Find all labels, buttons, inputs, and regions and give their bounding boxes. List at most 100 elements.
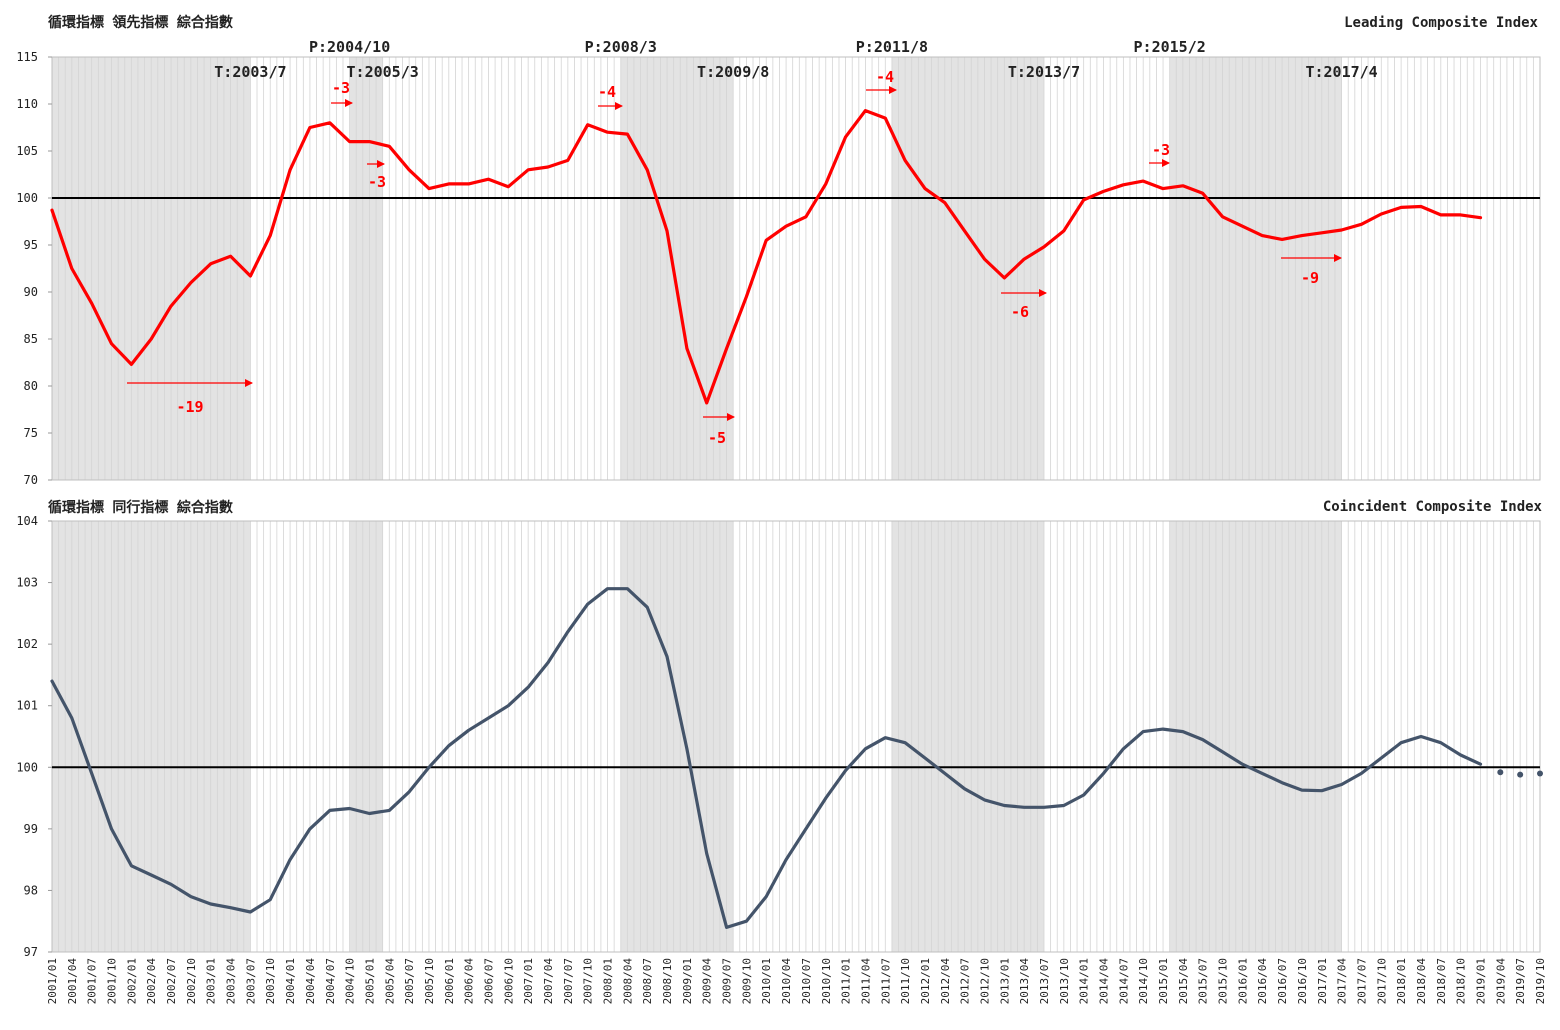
x-tick-label: 2019/01 <box>1474 958 1487 1004</box>
x-tick-label: 2015/01 <box>1157 958 1170 1004</box>
x-tick-label: 2007/04 <box>542 958 555 1005</box>
plot-border <box>51 520 1541 953</box>
y-tick-label: 70 <box>24 473 38 487</box>
x-tick-label: 2016/07 <box>1276 958 1289 1004</box>
y-tick-label: 105 <box>16 144 38 158</box>
x-tick-label: 2004/04 <box>304 958 317 1005</box>
x-tick-label: 2013/04 <box>1018 958 1031 1005</box>
x-tick-label: 2014/04 <box>1098 958 1111 1005</box>
recession-shade <box>891 57 1044 480</box>
x-tick-label: 2018/07 <box>1435 958 1448 1004</box>
y-tick-label: 97 <box>24 945 38 959</box>
x-tick-label: 2004/01 <box>284 958 297 1004</box>
x-tick-label: 2003/04 <box>225 958 238 1005</box>
x-tick-label: 2004/10 <box>344 958 357 1004</box>
x-tick-label: 2010/01 <box>760 958 773 1004</box>
lead-label: -5 <box>708 429 726 447</box>
turning-point-label: T:2017/4 <box>1305 63 1377 81</box>
series-line <box>50 109 1483 405</box>
x-tick-label: 2017/01 <box>1316 958 1329 1004</box>
lead-label: -6 <box>1011 303 1029 321</box>
x-tick-label: 2010/07 <box>800 958 813 1004</box>
lead-label: -3 <box>332 79 350 97</box>
y-tick-label: 99 <box>24 822 38 836</box>
turning-point-label: T:2013/7 <box>1008 63 1080 81</box>
x-tick-label: 2008/07 <box>641 958 654 1004</box>
x-tick-label: 2015/10 <box>1217 958 1230 1004</box>
y-tick-label: 102 <box>16 637 38 651</box>
x-tick-label: 2013/01 <box>998 958 1011 1004</box>
y-tick-label: 95 <box>24 238 38 252</box>
x-tick-label: 2010/04 <box>780 958 793 1005</box>
x-tick-label: 2006/10 <box>502 958 515 1004</box>
x-tick-label: 2002/10 <box>185 958 198 1004</box>
forecast-point <box>1537 770 1543 777</box>
recession-shade <box>620 57 734 480</box>
x-tick-label: 2014/10 <box>1137 958 1150 1004</box>
x-tick-label: 2006/07 <box>482 958 495 1004</box>
x-tick-label: 2011/10 <box>899 958 912 1004</box>
lead-label: -3 <box>1152 141 1170 159</box>
x-tick-label: 2009/07 <box>721 958 734 1004</box>
x-tick-label: 2014/07 <box>1117 958 1130 1004</box>
y-tick-label: 100 <box>16 760 38 774</box>
x-tick-label: 2019/04 <box>1494 958 1507 1005</box>
lead-label: -19 <box>176 398 203 416</box>
x-tick-label: 2018/04 <box>1415 958 1428 1005</box>
y-tick-label: 115 <box>16 50 38 64</box>
x-tick-label: 2007/10 <box>582 958 595 1004</box>
x-tick-label: 2017/10 <box>1375 958 1388 1004</box>
turning-point-label: P:2011/8 <box>856 38 928 56</box>
x-tick-label: 2001/04 <box>66 958 79 1005</box>
x-tick-label: 2005/10 <box>423 958 436 1004</box>
chart-title-en: Coincident Composite Index <box>1323 499 1543 515</box>
lead-label: -4 <box>598 83 616 101</box>
y-tick-label: 101 <box>16 699 38 713</box>
x-tick-label: 2015/07 <box>1197 958 1210 1004</box>
x-tick-label: 2011/01 <box>840 958 853 1004</box>
chart-title-en: Leading Composite Index <box>1344 15 1538 31</box>
series-line <box>50 587 1483 929</box>
y-tick-label: 80 <box>24 379 38 393</box>
x-tick-label: 2002/04 <box>145 958 158 1005</box>
x-tick-label: 2005/07 <box>403 958 416 1004</box>
x-tick-label: 2016/04 <box>1256 958 1269 1005</box>
x-tick-label: 2012/01 <box>919 958 932 1004</box>
lead-label: -3 <box>368 173 386 191</box>
x-tick-label: 2004/07 <box>324 958 337 1004</box>
x-tick-label: 2012/10 <box>978 958 991 1004</box>
x-tick-label: 2009/10 <box>740 958 753 1004</box>
x-tick-label: 2006/01 <box>443 958 456 1004</box>
x-tick-label: 2005/04 <box>383 958 396 1005</box>
x-tick-label: 2008/04 <box>621 958 634 1005</box>
x-tick-label: 2015/04 <box>1177 958 1190 1005</box>
x-tick-label: 2017/07 <box>1355 958 1368 1004</box>
x-tick-label: 2014/01 <box>1078 958 1091 1004</box>
x-tick-label: 2005/01 <box>363 958 376 1004</box>
turning-point-label: T:2003/7 <box>214 63 286 81</box>
x-tick-label: 2009/04 <box>701 958 714 1005</box>
x-tick-label: 2016/01 <box>1236 958 1249 1004</box>
x-tick-label: 2018/10 <box>1455 958 1468 1004</box>
chart-title: 循環指標 同行指標 綜合指數 <box>48 499 233 516</box>
forecast-point <box>1497 769 1504 776</box>
x-tick-label: 2002/07 <box>165 958 178 1004</box>
lead-label: -9 <box>1301 269 1319 287</box>
y-tick-label: 100 <box>16 191 38 205</box>
x-tick-label: 2019/10 <box>1534 958 1547 1004</box>
x-tick-label: 2002/01 <box>125 958 138 1004</box>
x-tick-label: 2012/07 <box>959 958 972 1004</box>
x-tick-label: 2003/07 <box>244 958 257 1004</box>
x-tick-label: 2011/04 <box>859 958 872 1005</box>
turning-point-label: T:2009/8 <box>697 63 769 81</box>
forecast-point <box>1517 771 1524 778</box>
x-tick-label: 2009/01 <box>681 958 694 1004</box>
x-tick-label: 2011/07 <box>879 958 892 1004</box>
x-tick-label: 2017/04 <box>1336 958 1349 1005</box>
x-tick-label: 2007/01 <box>522 958 535 1004</box>
x-tick-label: 2008/10 <box>661 958 674 1004</box>
recession-shade <box>349 57 383 480</box>
x-tick-label: 2001/07 <box>86 958 99 1004</box>
